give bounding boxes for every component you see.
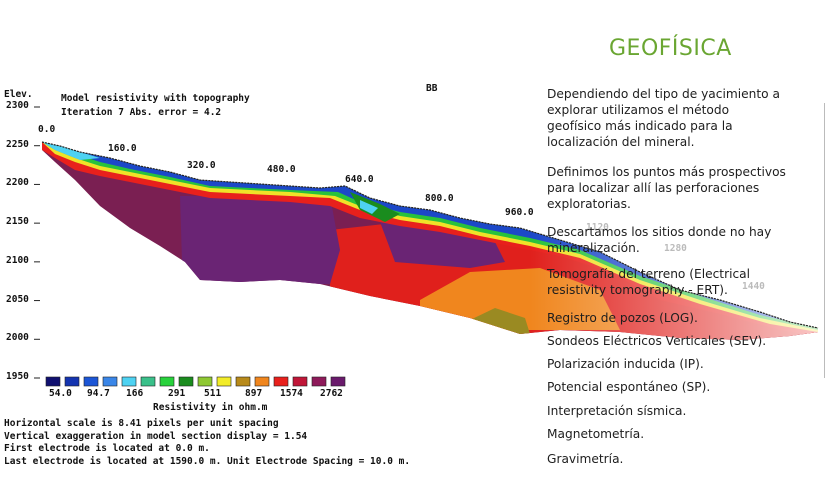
distance-label: 160.0 <box>108 143 137 154</box>
footer-line: Vertical exaggeration in model section d… <box>4 431 308 442</box>
scale-swatch <box>254 376 270 387</box>
scale-swatch <box>159 376 175 387</box>
distance-label: 640.0 <box>345 174 374 185</box>
scale-swatch <box>216 376 232 387</box>
scale-value-label: 166 <box>126 388 144 399</box>
scale-value-label: 897 <box>245 388 263 399</box>
method-item: Polarización inducida (IP). <box>547 357 704 371</box>
method-item: Registro de pozos (LOG). <box>547 311 698 325</box>
footer-line: Last electrode is located at 1590.0 m. U… <box>4 456 411 467</box>
cyan-patch <box>42 142 100 160</box>
purple-block <box>180 196 340 284</box>
scale-swatch <box>121 376 137 387</box>
scale-swatch <box>140 376 156 387</box>
scale-swatch <box>311 376 327 387</box>
description-paragraph: Tomografía del terreno (Electrical resis… <box>547 267 751 297</box>
elevation-tick-label: 1950 <box>6 371 29 382</box>
distance-label: 800.0 <box>425 193 454 204</box>
scale-swatch <box>235 376 251 387</box>
scale-value-label: 2762 <box>320 388 343 399</box>
distance-label: 480.0 <box>267 164 296 175</box>
elevation-tick-label: 2300 <box>6 100 29 111</box>
distance-label: 1440 <box>742 281 765 292</box>
description-paragraph: Descartamos los sitios donde no hay mine… <box>547 225 772 255</box>
elevation-tick-label: 2250 <box>6 138 29 150</box>
method-item: Gravimetría. <box>547 452 624 466</box>
description-paragraph: Dependiendo del tipo de yacimiento a exp… <box>547 87 780 149</box>
elevation-tick-label: 2200 <box>6 177 29 189</box>
elevation-axis-title: Elev. <box>4 89 33 100</box>
distance-label: 0.0 <box>38 124 56 135</box>
scale-swatch <box>83 376 99 387</box>
scale-swatch <box>102 376 118 387</box>
scale-swatch <box>178 376 194 387</box>
elevation-tick-label: 2050 <box>6 293 29 305</box>
page-heading: GEOFÍSICA <box>609 36 732 61</box>
scale-value-label: 511 <box>204 388 222 399</box>
scale-swatch <box>197 376 213 387</box>
section-label: BB <box>426 83 438 94</box>
distance-label: 320.0 <box>187 160 216 171</box>
topography-line <box>41 141 819 329</box>
scale-value-label: 291 <box>168 388 186 399</box>
scale-swatch <box>64 376 80 387</box>
green-band <box>42 142 818 330</box>
method-item: Magnetometría. <box>547 427 645 441</box>
scale-swatch <box>273 376 289 387</box>
distance-label: 1120 <box>586 222 609 233</box>
elevation-tick-label: 2100 <box>6 254 29 266</box>
distance-label: 1280 <box>664 243 687 254</box>
method-item: Sondeos Eléctricos Verticales (SEV). <box>547 334 767 348</box>
elevation-tick-label: 2150 <box>6 216 29 228</box>
method-item: Potencial espontáneo (SP). <box>547 380 711 394</box>
scale-title: Resistivity in ohm.m <box>153 402 268 413</box>
page-edge-rule <box>824 103 827 378</box>
footer-line: First electrode is located at 0.0 m. <box>4 443 210 454</box>
method-item: Interpretación sísmica. <box>547 404 687 418</box>
resistivity-scale <box>45 376 346 387</box>
scale-swatch <box>292 376 308 387</box>
scale-swatch <box>45 376 61 387</box>
model-title: Model resistivity with topography <box>61 93 250 104</box>
scale-value-label: 94.7 <box>87 388 110 399</box>
scale-value-label: 1574 <box>280 388 303 399</box>
yellow-band <box>42 142 818 332</box>
description-paragraph: Definimos los puntos más prospectivos pa… <box>547 165 786 211</box>
scale-swatch <box>330 376 346 387</box>
elevation-axis <box>34 106 40 379</box>
elevation-tick-label: 2000 <box>6 332 29 344</box>
cyan-patch-2 <box>360 200 378 214</box>
distance-label: 960.0 <box>505 207 534 218</box>
iteration-info: Iteration 7 Abs. error = 4.2 <box>61 107 222 118</box>
scale-value-label: 54.0 <box>49 388 72 399</box>
footer-line: Horizontal scale is 8.41 pixels per unit… <box>4 418 279 429</box>
